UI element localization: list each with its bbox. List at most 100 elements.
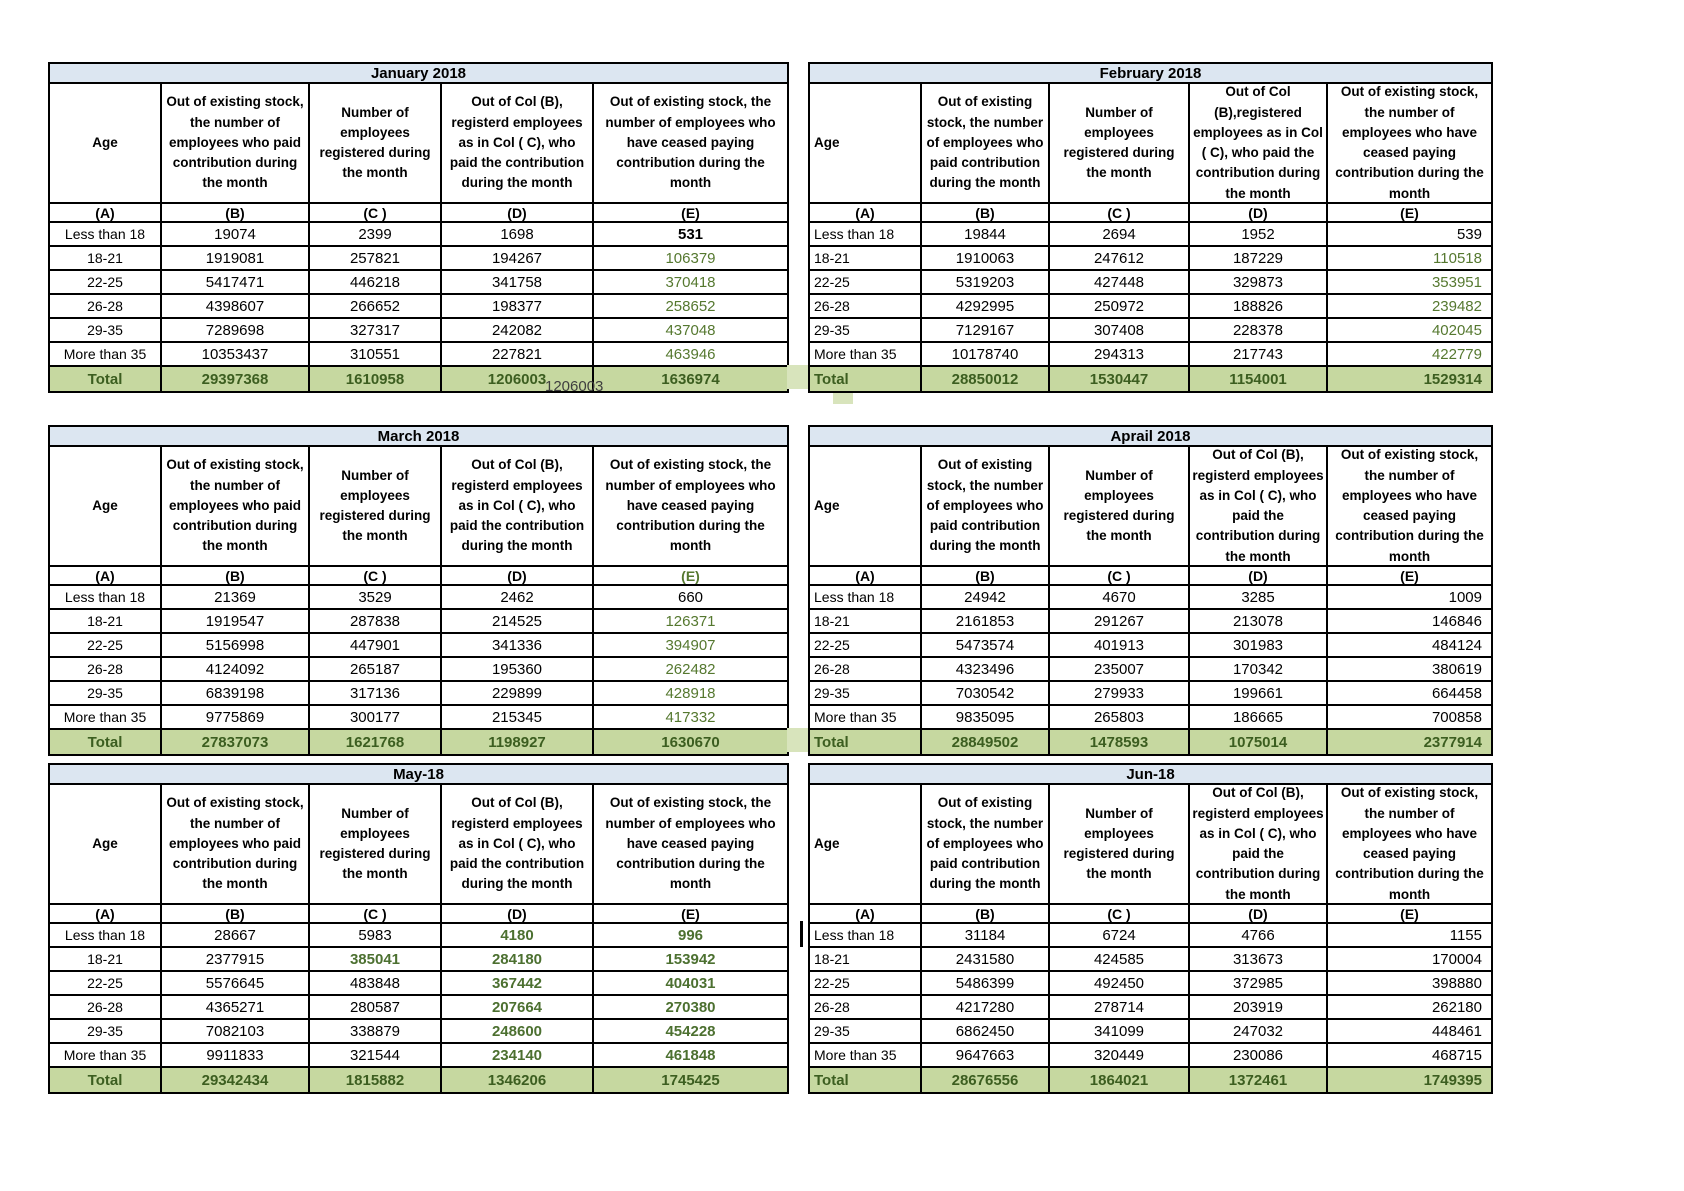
total-value-b: 27837073 xyxy=(162,730,310,754)
value-cell-c: 280587 xyxy=(310,996,442,1020)
table-row: 22-25 5486399 492450 372985 398880 xyxy=(810,972,1491,996)
total-value-c: 1610958 xyxy=(310,367,442,391)
value-cell-e: 402045 xyxy=(1328,319,1491,343)
value-cell-d: 187229 xyxy=(1190,247,1328,271)
table-row: 22-25 5576645 483848 367442 404031 xyxy=(50,972,787,996)
column-header-age: Age xyxy=(50,447,162,567)
column-header-c: Number of employees registered during th… xyxy=(1050,447,1190,567)
value-cell-e: 531 xyxy=(594,223,787,247)
age-label: 18-21 xyxy=(50,610,162,634)
age-label: 18-21 xyxy=(50,948,162,972)
table-title: February 2018 xyxy=(810,64,1491,84)
value-cell-b: 1919081 xyxy=(162,247,310,271)
column-header-d: Out of Col (B), registerd employees as i… xyxy=(1190,447,1328,567)
column-letter-e: (E) xyxy=(1328,905,1491,924)
value-cell-c: 310551 xyxy=(310,343,442,367)
age-label: 18-21 xyxy=(810,247,922,271)
value-cell-d: 329873 xyxy=(1190,271,1328,295)
value-cell-e: 146846 xyxy=(1328,610,1491,634)
value-cell-e: 110518 xyxy=(1328,247,1491,271)
table-title: May-18 xyxy=(50,765,787,785)
table-title-row: March 2018 xyxy=(50,427,787,447)
table-row: 18-21 1919547 287838 214525 126371 xyxy=(50,610,787,634)
table-row: More than 35 9911833 321544 234140 461848 xyxy=(50,1044,787,1068)
age-label: 22-25 xyxy=(810,972,922,996)
column-letter-e: (E) xyxy=(594,204,787,223)
value-cell-c: 2694 xyxy=(1050,223,1190,247)
value-cell-e: 126371 xyxy=(594,610,787,634)
value-cell-d: 217743 xyxy=(1190,343,1328,367)
value-cell-d: 3285 xyxy=(1190,586,1328,610)
total-value-e: 1529314 xyxy=(1328,367,1491,391)
value-cell-d: 313673 xyxy=(1190,948,1328,972)
column-header-c: Number of employees registered during th… xyxy=(310,785,442,905)
column-letter-age: (A) xyxy=(50,204,162,223)
age-label: 26-28 xyxy=(810,295,922,319)
table-total-row: Total 27837073 1621768 1198927 1630670 xyxy=(50,730,787,754)
value-cell-d: 186665 xyxy=(1190,706,1328,730)
value-cell-e: 270380 xyxy=(594,996,787,1020)
table-total-row: Total 28676556 1864021 1372461 1749395 xyxy=(810,1068,1491,1092)
column-letter-c: (C ) xyxy=(310,905,442,924)
value-cell-d: 198377 xyxy=(442,295,594,319)
column-letter-age: (A) xyxy=(50,905,162,924)
value-cell-c: 291267 xyxy=(1050,610,1190,634)
value-cell-c: 265803 xyxy=(1050,706,1190,730)
column-letter-d: (D) xyxy=(442,905,594,924)
value-cell-b: 19844 xyxy=(922,223,1050,247)
table-title: March 2018 xyxy=(50,427,787,447)
column-letter-d: (D) xyxy=(1190,204,1328,223)
table-row: More than 35 9775869 300177 215345 417332 xyxy=(50,706,787,730)
column-header-age: Age xyxy=(810,84,922,204)
column-header-b: Out of existing stock, the number of emp… xyxy=(922,447,1050,567)
overflow-number-artifact: 1206003 xyxy=(545,378,604,395)
column-letter-b: (B) xyxy=(162,905,310,924)
value-cell-e: 1009 xyxy=(1328,586,1491,610)
column-header-d: Out of Col (B), registerd employees as i… xyxy=(442,84,594,204)
value-cell-e: 539 xyxy=(1328,223,1491,247)
value-cell-b: 24942 xyxy=(922,586,1050,610)
column-header-d: Out of Col (B), registerd employees as i… xyxy=(1190,785,1328,905)
value-cell-e: 660 xyxy=(594,586,787,610)
value-cell-b: 4365271 xyxy=(162,996,310,1020)
table-january-2018: January 2018 Age Out of existing stock, th… xyxy=(48,62,789,393)
table-row: More than 35 10353437 310551 227821 463946 xyxy=(50,343,787,367)
table-total-row: Total 29397368 1610958 1206003 1636974 xyxy=(50,367,787,391)
table-february-2018: February 2018 Age Out of existing stock, t… xyxy=(808,62,1493,393)
total-value-b: 29397368 xyxy=(162,367,310,391)
value-cell-d: 1952 xyxy=(1190,223,1328,247)
column-letters-row: (A) (B) (C ) (D) (E) xyxy=(50,567,787,586)
value-cell-e: 417332 xyxy=(594,706,787,730)
total-value-c: 1815882 xyxy=(310,1068,442,1092)
column-letter-c: (C ) xyxy=(310,204,442,223)
column-header-e: Out of existing stock, the number of emp… xyxy=(1328,447,1491,567)
value-cell-c: 250972 xyxy=(1050,295,1190,319)
column-header-e: Out of existing stock, the number of emp… xyxy=(594,84,787,204)
total-value-c: 1864021 xyxy=(1050,1068,1190,1092)
column-header-c: Number of employees registered during th… xyxy=(310,84,442,204)
column-header-b: Out of existing stock, the number of emp… xyxy=(162,785,310,905)
table-row: Less than 18 19844 2694 1952 539 xyxy=(810,223,1491,247)
age-label: 18-21 xyxy=(810,610,922,634)
value-cell-d: 4180 xyxy=(442,924,594,948)
value-cell-c: 5983 xyxy=(310,924,442,948)
value-cell-e: 437048 xyxy=(594,319,787,343)
value-cell-d: 215345 xyxy=(442,706,594,730)
column-header-c: Number of employees registered during th… xyxy=(310,447,442,567)
value-cell-e: 262482 xyxy=(594,658,787,682)
value-cell-c: 294313 xyxy=(1050,343,1190,367)
age-label: Less than 18 xyxy=(50,223,162,247)
column-letter-b: (B) xyxy=(922,905,1050,924)
column-letter-c: (C ) xyxy=(310,567,442,586)
value-cell-b: 2431580 xyxy=(922,948,1050,972)
age-label: 26-28 xyxy=(810,996,922,1020)
value-cell-b: 7129167 xyxy=(922,319,1050,343)
value-cell-c: 247612 xyxy=(1050,247,1190,271)
value-cell-c: 266652 xyxy=(310,295,442,319)
value-cell-b: 5473574 xyxy=(922,634,1050,658)
table-title: Aprail 2018 xyxy=(810,427,1491,447)
column-header-b: Out of existing stock, the number of emp… xyxy=(922,785,1050,905)
value-cell-b: 5486399 xyxy=(922,972,1050,996)
column-letter-e: (E) xyxy=(1328,204,1491,223)
value-cell-b: 31184 xyxy=(922,924,1050,948)
